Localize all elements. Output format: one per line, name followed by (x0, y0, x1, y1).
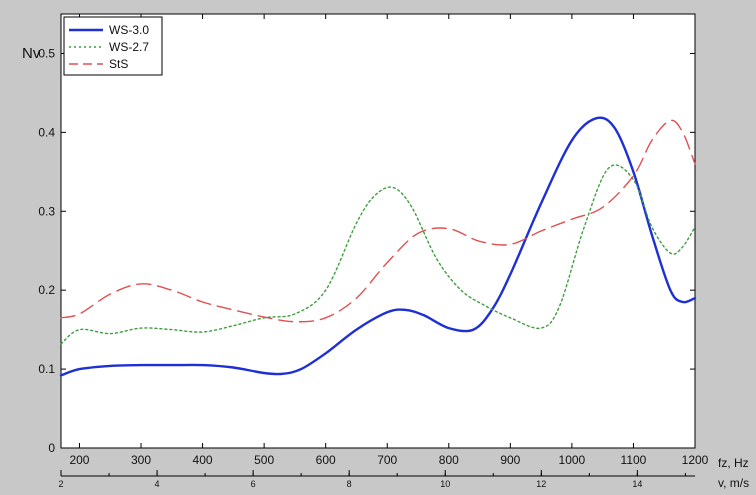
y-tick-label: 0.1 (38, 362, 55, 376)
x-tick-label: 600 (316, 453, 336, 467)
x-tick-label: 700 (377, 453, 397, 467)
y-tick-label: 0.4 (38, 125, 55, 139)
series-line-sts (60, 119, 696, 323)
secondary-x-tick-label: 6 (251, 479, 256, 489)
y-tick-label: 0.2 (38, 283, 55, 297)
series-line-ws-3-0 (59, 116, 697, 377)
legend-label: StS (109, 57, 128, 71)
x-tick-label: 200 (69, 453, 89, 467)
x-tick-label: 1200 (682, 453, 709, 467)
x-tick-label: 300 (131, 453, 151, 467)
secondary-x-tick-label: 10 (440, 479, 450, 489)
y-axis-label: Nv (22, 45, 41, 62)
y-tick-label: 0.3 (38, 204, 55, 218)
secondary-x-tick-label: 12 (536, 479, 546, 489)
legend-label: WS-2.7 (109, 40, 149, 54)
y-tick-label: 0.5 (38, 46, 55, 60)
x-axis-label: fz, Hz (718, 456, 749, 470)
x-tick-label: 400 (193, 453, 213, 467)
secondary-x-tick-label: 8 (347, 479, 352, 489)
x-tick-label: 1100 (621, 453, 647, 467)
x-tick-label: 800 (439, 453, 459, 467)
legend-box (63, 16, 163, 76)
legend-label: WS-3.0 (109, 23, 149, 37)
legend: WS-3.0 WS-2.7 StS (63, 16, 163, 76)
secondary-x-tick-label: 4 (155, 479, 160, 489)
series-layer (59, 116, 697, 377)
axes-layer: 0 0.1 0.2 0.3 0.4 0.5 200 300 400 500 600 700 800 900… (38, 14, 709, 489)
secondary-x-tick-label: 2 (58, 479, 63, 489)
y-tick-label: 0 (48, 441, 55, 455)
secondary-x-axis-label: v, m/s (718, 476, 749, 490)
x-tick-label: 500 (254, 453, 274, 467)
x-tick-label: 1000 (559, 453, 586, 467)
series-line-ws-2-7 (60, 164, 696, 345)
x-tick-label: 900 (500, 453, 520, 467)
plot-area (60, 13, 696, 449)
secondary-x-tick-label: 14 (632, 479, 642, 489)
